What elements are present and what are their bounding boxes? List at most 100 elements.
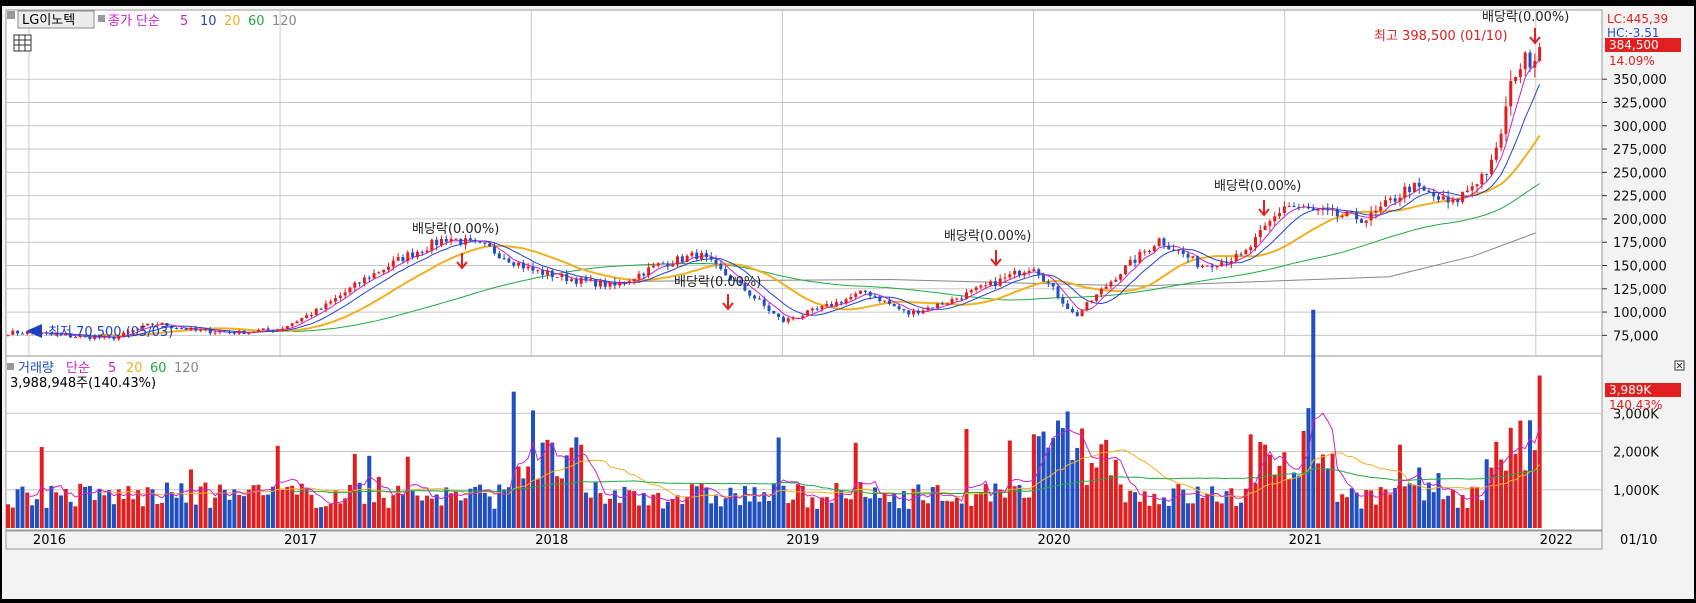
candle-body xyxy=(189,327,193,330)
candle-body xyxy=(242,330,246,335)
candle-body xyxy=(1186,253,1190,258)
candle-body xyxy=(844,299,848,304)
x-axis-labels: 2016 2017 2018 2019 2020 2021 2022 xyxy=(33,533,1573,548)
candle-body xyxy=(984,285,988,287)
volume-bar xyxy=(617,502,622,528)
volume-bar xyxy=(1248,434,1253,528)
volume-handle-icon[interactable] xyxy=(7,363,14,370)
volume-bar xyxy=(1397,444,1402,528)
candle-body xyxy=(1090,300,1094,303)
last-volume-label: 3,989K xyxy=(1609,383,1652,397)
volume-bar xyxy=(656,492,661,528)
candle-body xyxy=(1441,196,1445,200)
candle-body xyxy=(1176,250,1180,252)
x-axis-year-label: 2018 xyxy=(535,533,568,548)
candle-body xyxy=(945,303,949,305)
volume-bar xyxy=(1075,447,1080,528)
candle-body xyxy=(1133,259,1137,263)
candle-body xyxy=(1297,207,1301,209)
ma10-line xyxy=(51,84,1541,338)
volume-bar xyxy=(762,492,767,528)
candle-body xyxy=(902,309,906,311)
volume-bar xyxy=(425,495,430,528)
volume-bar xyxy=(478,484,483,528)
volume-bar xyxy=(1407,483,1412,528)
volume-bar xyxy=(897,508,902,528)
volume-bar xyxy=(752,487,757,528)
volume-bar xyxy=(1383,489,1388,528)
volume-bar xyxy=(1412,484,1417,528)
candle-body xyxy=(526,266,530,269)
volume-bar xyxy=(164,482,169,528)
volume-bar xyxy=(767,500,772,528)
volume-bar xyxy=(15,489,20,528)
candle-body xyxy=(184,328,188,330)
candle-body xyxy=(1364,220,1368,223)
volume-bar xyxy=(58,495,63,528)
volume-bar xyxy=(294,494,299,528)
volume-bar xyxy=(463,498,468,528)
price-plot-area[interactable] xyxy=(5,9,1603,357)
last-change-label: 14.09% xyxy=(1609,54,1655,68)
legend-handle-icon[interactable] xyxy=(98,15,105,22)
volume-bar xyxy=(1373,504,1378,528)
candle-body xyxy=(488,243,492,247)
candle-body xyxy=(194,327,198,331)
grid-table-icon[interactable] xyxy=(13,34,32,52)
volume-bar xyxy=(1320,454,1325,528)
candle-body xyxy=(979,285,983,288)
candle-body xyxy=(868,291,872,296)
volume-bar xyxy=(829,502,834,528)
volume-bar xyxy=(227,499,232,528)
volume-bar xyxy=(352,453,357,528)
candle-body xyxy=(873,295,877,297)
volume-bar xyxy=(1094,467,1099,528)
candle-body xyxy=(295,321,299,324)
candle-body xyxy=(329,301,333,304)
candle-body xyxy=(1278,212,1282,217)
volume-bar xyxy=(376,476,381,528)
candle-body xyxy=(478,241,482,243)
ma-period-120: 120 xyxy=(272,14,297,29)
candle-body xyxy=(1533,60,1537,68)
candle-body xyxy=(1225,261,1229,264)
volume-bar xyxy=(1253,483,1258,528)
volume-bar xyxy=(1422,500,1427,528)
candle-body xyxy=(1070,309,1074,313)
time-axis[interactable] xyxy=(5,530,1603,550)
volume-bar xyxy=(950,501,955,528)
annotations: 배당락(0.00%) 최고 398,500 (01/10) 배당락(0.00%)… xyxy=(26,10,1569,340)
volume-bar xyxy=(564,455,569,528)
symbol-box[interactable] xyxy=(17,10,95,29)
candle-body xyxy=(1051,282,1055,287)
volume-bar xyxy=(680,504,685,528)
candle-body xyxy=(319,308,323,310)
volume-bar xyxy=(530,410,535,528)
volume-bar xyxy=(800,485,805,528)
volume-bar xyxy=(102,495,107,528)
volume-bar xyxy=(111,504,116,528)
candle-body xyxy=(1138,251,1142,263)
candle-body xyxy=(11,330,15,335)
volume-bar xyxy=(998,489,1003,528)
volume-axis: 3,000K 2,000K 1,000K xyxy=(1613,407,1659,498)
candle-body xyxy=(367,277,371,279)
volume-bar xyxy=(1359,508,1364,528)
volume-bar xyxy=(791,499,796,528)
candle-body xyxy=(834,301,838,307)
stock-chart[interactable]: 350,000 325,000 300,000 275,000 250,000 225,0… xyxy=(2,6,1694,599)
candle-body xyxy=(228,331,232,333)
volume-bar xyxy=(1012,486,1017,528)
volume-bar xyxy=(733,493,738,528)
volume-bar xyxy=(49,485,54,528)
volume-bar xyxy=(444,487,449,528)
volume-ma60-line xyxy=(292,467,1540,495)
panel-handle-icon[interactable] xyxy=(7,11,15,19)
candle-body xyxy=(1499,133,1503,148)
volume-bar xyxy=(853,442,858,528)
volume-bar xyxy=(1344,497,1349,528)
ma120-line xyxy=(635,232,1536,287)
candle-body xyxy=(507,258,511,263)
dividend-arrow-icon xyxy=(456,253,468,270)
candle-body xyxy=(748,290,752,296)
